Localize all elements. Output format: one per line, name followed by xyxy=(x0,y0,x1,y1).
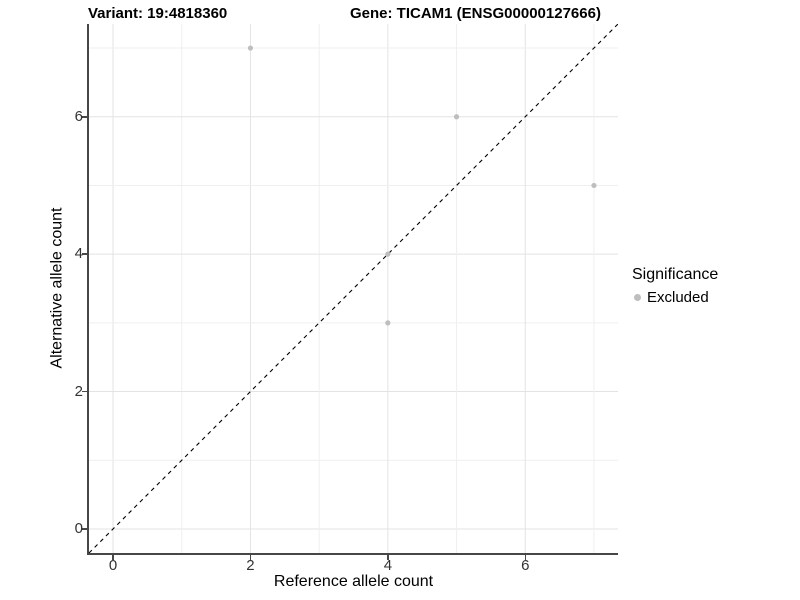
y-tick-mark xyxy=(82,253,87,255)
excluded-dot-icon xyxy=(633,293,641,301)
x-tick-label: 6 xyxy=(521,557,530,574)
y-axis-title: Alternative allele count xyxy=(48,207,66,369)
data-point xyxy=(385,320,391,326)
x-tick-mark xyxy=(387,555,389,560)
data-point xyxy=(385,251,391,257)
data-point xyxy=(453,114,460,120)
x-tick-mark xyxy=(524,555,526,560)
data-point xyxy=(591,182,597,189)
legend-item-label: Excluded xyxy=(647,288,709,306)
x-tick-mark xyxy=(249,555,252,560)
y-tick-label: 0 xyxy=(74,520,83,537)
y-tick-label: 6 xyxy=(74,107,83,125)
plot-title-gene: Gene: TICAM1 (ENSG00000127666) xyxy=(350,5,601,22)
x-tick-label: 4 xyxy=(383,557,393,574)
legend-title: Significance xyxy=(632,266,719,283)
x-tick-mark xyxy=(112,555,114,560)
legend: Significance Excluded xyxy=(630,266,798,307)
y-tick-mark xyxy=(82,116,87,118)
plot-panel xyxy=(87,24,618,555)
legend-key xyxy=(630,290,644,304)
y-tick-mark xyxy=(82,528,87,530)
diagonal-reference-line xyxy=(89,24,618,553)
plot-canvas xyxy=(89,24,618,553)
data-point xyxy=(247,45,254,51)
y-tick-mark xyxy=(82,390,87,393)
y-tick-label: 2 xyxy=(74,382,83,400)
legend-item-excluded: Excluded xyxy=(630,287,798,307)
x-axis-title: Reference allele count xyxy=(273,573,434,590)
x-tick-label: 2 xyxy=(246,557,255,574)
x-tick-label: 0 xyxy=(108,557,118,574)
plot-title-variant: Variant: 19:4818360 xyxy=(88,5,228,22)
y-tick-label: 4 xyxy=(74,245,83,263)
